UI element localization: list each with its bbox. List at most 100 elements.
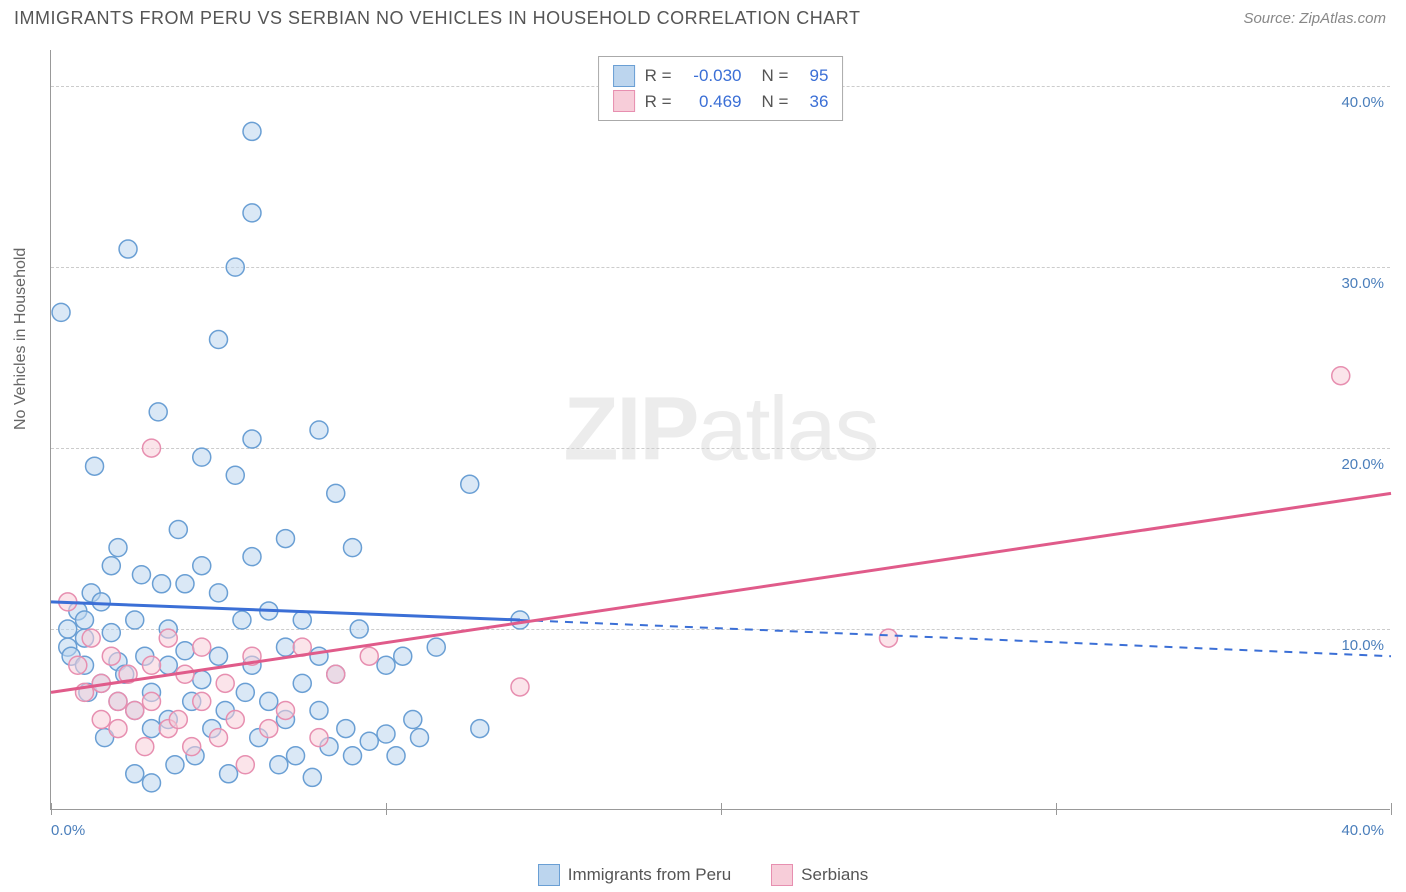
- y-tick-label: 40.0%: [1324, 94, 1384, 111]
- data-point: [471, 720, 489, 738]
- data-point: [880, 629, 898, 647]
- y-tick-label: 30.0%: [1324, 275, 1384, 292]
- data-point: [260, 720, 278, 738]
- data-point: [193, 638, 211, 656]
- legend-swatch: [771, 864, 793, 886]
- data-point: [109, 692, 127, 710]
- data-point: [183, 738, 201, 756]
- data-point: [344, 747, 362, 765]
- x-tick-label: 0.0%: [51, 822, 85, 839]
- chart-plot-area: ZIPatlas R =-0.030N =95R =0.469N =36 10.…: [50, 50, 1390, 810]
- data-point: [153, 575, 171, 593]
- data-point: [277, 701, 295, 719]
- legend-item: Immigrants from Peru: [538, 864, 731, 886]
- data-point: [293, 674, 311, 692]
- data-point: [193, 692, 211, 710]
- data-point: [193, 448, 211, 466]
- data-point: [360, 647, 378, 665]
- data-point: [176, 642, 194, 660]
- data-point: [226, 711, 244, 729]
- legend-swatch: [613, 65, 635, 87]
- legend-swatch: [613, 90, 635, 112]
- correlation-legend: R =-0.030N =95R =0.469N =36: [598, 56, 844, 121]
- n-label: N =: [762, 63, 789, 89]
- data-point: [126, 765, 144, 783]
- data-point: [86, 457, 104, 475]
- r-label: R =: [645, 89, 672, 115]
- data-point: [360, 732, 378, 750]
- data-point: [193, 557, 211, 575]
- data-point: [310, 701, 328, 719]
- data-point: [92, 711, 110, 729]
- data-point: [404, 711, 422, 729]
- data-point: [176, 575, 194, 593]
- data-point: [327, 484, 345, 502]
- data-point: [119, 240, 137, 258]
- series-legend: Immigrants from Peru Serbians: [0, 864, 1406, 886]
- data-point: [226, 258, 244, 276]
- data-point: [427, 638, 445, 656]
- data-point: [344, 539, 362, 557]
- y-axis-title: No Vehicles in Household: [12, 248, 30, 430]
- data-point: [69, 656, 87, 674]
- data-point: [102, 647, 120, 665]
- data-point: [82, 629, 100, 647]
- data-point: [210, 729, 228, 747]
- data-point: [310, 729, 328, 747]
- r-value: 0.469: [682, 89, 742, 115]
- n-value: 95: [798, 63, 828, 89]
- data-point: [310, 421, 328, 439]
- data-point: [243, 122, 261, 140]
- data-point: [277, 530, 295, 548]
- data-point: [59, 620, 77, 638]
- data-point: [387, 747, 405, 765]
- data-point: [166, 756, 184, 774]
- data-point: [109, 720, 127, 738]
- data-point: [233, 611, 251, 629]
- data-point: [169, 711, 187, 729]
- data-point: [210, 584, 228, 602]
- data-point: [236, 683, 254, 701]
- data-point: [303, 768, 321, 786]
- r-label: R =: [645, 63, 672, 89]
- x-tick-label: 40.0%: [1341, 822, 1384, 839]
- trend-line: [51, 493, 1391, 692]
- data-point: [226, 466, 244, 484]
- data-point: [1332, 367, 1350, 385]
- data-point: [193, 671, 211, 689]
- legend-label: Serbians: [801, 865, 868, 885]
- data-point: [210, 331, 228, 349]
- data-point: [76, 611, 94, 629]
- legend-label: Immigrants from Peru: [568, 865, 731, 885]
- data-point: [143, 439, 161, 457]
- data-point: [377, 656, 395, 674]
- trend-line: [520, 620, 1391, 656]
- data-point: [243, 430, 261, 448]
- legend-item: Serbians: [771, 864, 868, 886]
- data-point: [102, 557, 120, 575]
- legend-row: R =-0.030N =95: [613, 63, 829, 89]
- data-point: [126, 611, 144, 629]
- data-point: [287, 747, 305, 765]
- data-point: [243, 548, 261, 566]
- data-point: [126, 701, 144, 719]
- source-label: Source: ZipAtlas.com: [1243, 10, 1386, 27]
- data-point: [270, 756, 288, 774]
- chart-title: IMMIGRANTS FROM PERU VS SERBIAN NO VEHIC…: [14, 8, 860, 29]
- data-point: [132, 566, 150, 584]
- data-point: [461, 475, 479, 493]
- data-point: [169, 521, 187, 539]
- x-tick: [1391, 803, 1392, 815]
- data-point: [159, 656, 177, 674]
- data-point: [159, 629, 177, 647]
- data-point: [293, 611, 311, 629]
- data-point: [136, 738, 154, 756]
- n-label: N =: [762, 89, 789, 115]
- y-tick-label: 10.0%: [1324, 637, 1384, 654]
- data-point: [377, 725, 395, 743]
- data-point: [350, 620, 368, 638]
- data-point: [102, 624, 120, 642]
- data-point: [511, 678, 529, 696]
- data-point: [236, 756, 254, 774]
- data-point: [394, 647, 412, 665]
